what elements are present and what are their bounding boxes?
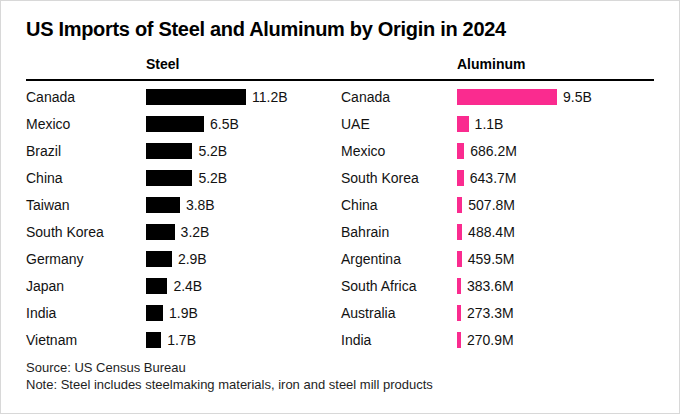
category-label: Canada <box>341 89 457 105</box>
data-note: Note: Steel includes steelmaking materia… <box>26 376 654 393</box>
chart-row: Taiwan 3.8B <box>26 191 341 218</box>
chart-row: Argentina 459.5M <box>341 245 656 272</box>
value-label: 1.1B <box>475 116 504 132</box>
column-headers: Steel Aluminum <box>26 56 654 72</box>
value-bar <box>457 305 461 321</box>
value-bar <box>457 278 461 294</box>
category-label: Mexico <box>26 116 146 132</box>
charts-area: Canada 11.2B Mexico 6.5B Brazil 5.2B China 5.2B… <box>26 81 654 353</box>
category-label: Bahrain <box>341 224 457 240</box>
value-label: 643.7M <box>470 170 517 186</box>
value-label: 383.6M <box>467 278 514 294</box>
chart-row: Canada 9.5B <box>341 83 656 110</box>
value-label: 459.5M <box>468 251 515 267</box>
chart-row: Mexico 686.2M <box>341 137 656 164</box>
value-label: 5.2B <box>198 143 227 159</box>
category-label: China <box>341 197 457 213</box>
chart-title: US Imports of Steel and Aluminum by Orig… <box>26 17 654 41</box>
value-bar <box>146 224 175 240</box>
chart-row: Australia 273.3M <box>341 299 656 326</box>
value-bar <box>146 197 180 213</box>
chart-row: China 5.2B <box>26 164 341 191</box>
chart-row: South Korea 643.7M <box>341 164 656 191</box>
value-label: 686.2M <box>470 143 517 159</box>
chart-row: South Korea 3.2B <box>26 218 341 245</box>
chart-row: China 507.8M <box>341 191 656 218</box>
value-label: 2.9B <box>178 251 207 267</box>
chart-footer: Source: US Census Bureau Note: Steel inc… <box>26 359 654 393</box>
chart-row: UAE 1.1B <box>341 110 656 137</box>
value-bar <box>457 116 469 132</box>
value-bar <box>146 89 246 105</box>
value-bar <box>146 143 192 159</box>
value-bar <box>457 197 462 213</box>
value-bar <box>457 251 462 267</box>
value-bar <box>146 332 161 348</box>
category-label: India <box>26 305 146 321</box>
value-label: 507.8M <box>468 197 515 213</box>
chart-row: India 270.9M <box>341 326 656 353</box>
value-bar <box>146 116 204 132</box>
steel-column-header: Steel <box>26 56 341 72</box>
chart-row: Vietnam 1.7B <box>26 326 341 353</box>
value-label: 6.5B <box>210 116 239 132</box>
value-bar <box>146 170 192 186</box>
value-bar <box>146 251 172 267</box>
category-label: UAE <box>341 116 457 132</box>
category-label: South Korea <box>341 170 457 186</box>
chart-card: US Imports of Steel and Aluminum by Orig… <box>0 0 680 414</box>
chart-row: Bahrain 488.4M <box>341 218 656 245</box>
value-label: 488.4M <box>468 224 515 240</box>
value-label: 5.2B <box>198 170 227 186</box>
value-label: 270.9M <box>467 332 514 348</box>
value-label: 1.9B <box>169 305 198 321</box>
value-label: 2.4B <box>173 278 202 294</box>
chart-row: Mexico 6.5B <box>26 110 341 137</box>
value-label: 3.8B <box>186 197 215 213</box>
value-bar <box>146 305 163 321</box>
category-label: South Africa <box>341 278 457 294</box>
aluminum-chart: Canada 9.5B UAE 1.1B Mexico 686.2M South Korea… <box>341 83 656 353</box>
category-label: Argentina <box>341 251 457 267</box>
category-label: Taiwan <box>26 197 146 213</box>
category-label: Brazil <box>26 143 146 159</box>
chart-row: South Africa 383.6M <box>341 272 656 299</box>
category-label: Mexico <box>341 143 457 159</box>
category-label: India <box>341 332 457 348</box>
category-label: Australia <box>341 305 457 321</box>
source-note: Source: US Census Bureau <box>26 359 654 376</box>
value-label: 1.7B <box>167 332 196 348</box>
aluminum-column-header: Aluminum <box>341 56 656 72</box>
value-label: 273.3M <box>467 305 514 321</box>
value-bar <box>146 278 167 294</box>
value-bar <box>457 89 557 105</box>
value-bar <box>457 332 461 348</box>
value-bar <box>457 170 464 186</box>
chart-row: India 1.9B <box>26 299 341 326</box>
category-label: South Korea <box>26 224 146 240</box>
chart-row: Germany 2.9B <box>26 245 341 272</box>
category-label: Japan <box>26 278 146 294</box>
value-label: 11.2B <box>252 89 288 105</box>
value-label: 3.2B <box>181 224 210 240</box>
value-bar <box>457 224 462 240</box>
value-label: 9.5B <box>563 89 592 105</box>
chart-row: Canada 11.2B <box>26 83 341 110</box>
chart-row: Brazil 5.2B <box>26 137 341 164</box>
steel-chart: Canada 11.2B Mexico 6.5B Brazil 5.2B China 5.2B… <box>26 83 341 353</box>
chart-row: Japan 2.4B <box>26 272 341 299</box>
category-label: Vietnam <box>26 332 146 348</box>
category-label: Canada <box>26 89 146 105</box>
category-label: Germany <box>26 251 146 267</box>
value-bar <box>457 143 464 159</box>
category-label: China <box>26 170 146 186</box>
